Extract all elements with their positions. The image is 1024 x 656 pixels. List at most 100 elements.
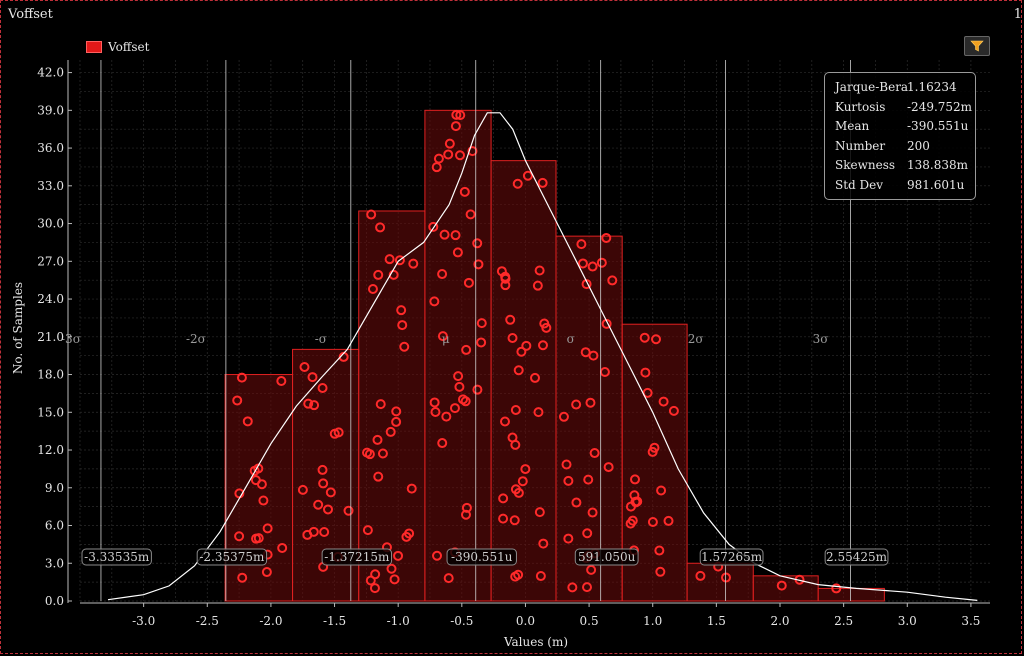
sample-marker xyxy=(397,320,408,331)
sample-marker xyxy=(431,162,442,173)
sample-marker xyxy=(585,397,596,408)
sample-marker xyxy=(532,280,543,291)
sample-marker xyxy=(437,438,448,449)
sample-marker xyxy=(601,232,612,243)
sample-marker xyxy=(510,484,521,495)
y-tick-label: 27.0 xyxy=(37,254,64,268)
sample-marker xyxy=(500,273,511,284)
legend-label: Voffset xyxy=(108,40,150,54)
sample-marker xyxy=(831,583,842,594)
x-tick-label: -1.0 xyxy=(387,614,410,628)
sample-marker xyxy=(362,525,373,536)
stat-label: Skewness xyxy=(835,158,896,172)
sample-marker xyxy=(534,507,545,518)
sigma-value-box xyxy=(446,548,517,566)
sample-marker xyxy=(561,459,572,470)
sample-marker xyxy=(473,259,484,270)
y-tick-label: 15.0 xyxy=(37,405,64,419)
x-tick-label: -0.5 xyxy=(450,614,473,628)
sample-marker xyxy=(396,305,407,316)
y-tick-label: 30.0 xyxy=(37,217,64,231)
sigma-value-box xyxy=(699,548,764,566)
sample-marker xyxy=(276,375,287,386)
sample-marker xyxy=(513,569,524,580)
sample-marker xyxy=(234,531,245,542)
sample-marker xyxy=(567,582,578,593)
sample-marker xyxy=(655,566,666,577)
sample-marker xyxy=(580,347,591,358)
filter-button[interactable] xyxy=(964,36,990,56)
sample-marker xyxy=(603,462,614,473)
sample-marker xyxy=(262,523,273,534)
sample-marker xyxy=(277,542,288,553)
sample-marker xyxy=(364,449,375,460)
sigma-value-label: -1.37215m xyxy=(324,550,390,564)
sample-marker xyxy=(663,515,674,526)
stat-row: Skewness 138.838m xyxy=(835,156,975,176)
sigma-value-label: 1.57265m xyxy=(701,550,763,564)
sample-marker xyxy=(498,493,509,504)
sample-marker xyxy=(318,478,329,489)
sample-marker xyxy=(558,411,569,422)
sample-marker xyxy=(307,372,318,383)
sample-marker xyxy=(472,238,483,249)
sample-marker xyxy=(517,476,528,487)
sample-marker xyxy=(537,177,548,188)
sample-marker xyxy=(430,406,441,417)
histogram-bar xyxy=(358,210,426,602)
stat-label: Std Dev xyxy=(835,177,884,192)
sample-marker xyxy=(630,474,640,485)
statistics-panel: Jarque-Bera 1.16234 Kurtosis -249.752m Mean -… xyxy=(824,72,976,200)
y-tick-label: 9.0 xyxy=(45,481,64,495)
x-tick-label: 3.0 xyxy=(898,614,917,628)
sample-marker xyxy=(498,513,509,524)
x-tick-label: 0.0 xyxy=(516,614,535,628)
sample-marker xyxy=(323,504,334,515)
y-tick-label: 33.0 xyxy=(37,179,64,193)
sample-marker xyxy=(437,269,448,280)
sample-marker xyxy=(452,247,463,258)
x-tick-label: 1.0 xyxy=(643,614,662,628)
sample-marker xyxy=(586,564,597,575)
histogram-bar xyxy=(490,160,557,602)
legend[interactable]: Voffset xyxy=(86,40,149,54)
stat-row: Number 200 xyxy=(835,137,975,157)
sample-marker xyxy=(393,550,404,561)
sample-marker xyxy=(695,570,706,581)
sample-marker xyxy=(587,261,598,272)
sample-marker xyxy=(577,258,588,269)
sample-marker xyxy=(640,367,651,378)
sample-marker xyxy=(658,396,669,407)
sigma-value-labels: -3.33535m -2.35375m -1.37215m -390.551u 591.… xyxy=(81,548,889,566)
y-tick-label: 42.0 xyxy=(37,66,64,80)
sample-marker xyxy=(507,332,518,343)
sample-marker xyxy=(391,416,402,427)
sample-marker xyxy=(443,149,454,160)
sample-marker xyxy=(236,372,247,383)
sample-marker xyxy=(308,526,319,537)
sample-marker xyxy=(596,257,607,268)
sample-marker xyxy=(538,538,549,549)
sample-marker xyxy=(505,314,516,325)
sample-marker xyxy=(386,563,397,574)
sample-marker xyxy=(654,545,665,556)
sample-marker xyxy=(242,416,253,427)
sample-marker xyxy=(453,371,464,382)
y-tick-label: 12.0 xyxy=(37,443,64,457)
legend-swatch xyxy=(86,41,102,53)
sample-marker xyxy=(401,531,412,542)
sigma-value-label: -2.35375m xyxy=(199,550,265,564)
sample-marker xyxy=(303,398,314,409)
stat-row: Kurtosis -249.752m xyxy=(835,98,975,118)
sigma-value-label: -390.551u xyxy=(451,550,513,564)
sample-marker xyxy=(607,275,618,286)
sample-marker xyxy=(534,265,545,276)
sample-marker xyxy=(533,407,544,418)
sample-marker xyxy=(432,550,443,561)
sample-marker xyxy=(365,575,376,586)
sigma-label: -3σ xyxy=(61,332,81,346)
sample-marker xyxy=(512,178,523,189)
y-axis-label: No. of Samples xyxy=(11,282,25,374)
